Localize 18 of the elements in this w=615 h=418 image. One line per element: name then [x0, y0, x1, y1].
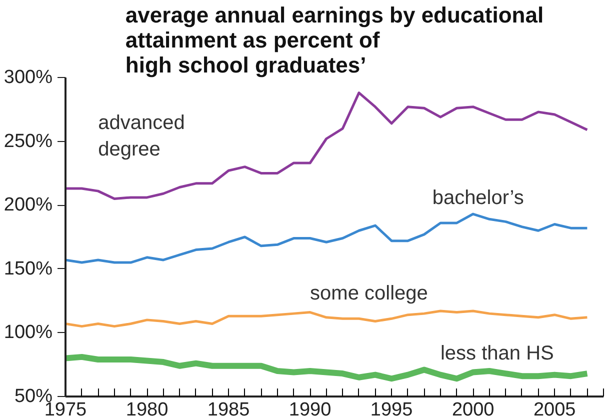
- x-tick-label: 1985: [207, 400, 250, 418]
- x-tick-label: 1990: [288, 400, 332, 418]
- y-tick-label: 300%: [4, 67, 53, 88]
- x-tick-label: 2005: [533, 400, 576, 418]
- x-tick-label: 1995: [370, 400, 413, 418]
- y-tick-label: 100%: [4, 322, 53, 344]
- line-series: [66, 212, 588, 264]
- y-tick-label: 250%: [4, 130, 53, 152]
- series-label: less than HS: [440, 342, 554, 365]
- chart-title: average annual earnings by educational attainment as percent of high school graduates’: [125, 2, 544, 78]
- line-series: [66, 310, 588, 328]
- series-label: advanced degree: [98, 112, 185, 160]
- series-label: some college: [310, 282, 428, 305]
- series-label: bachelor’s: [432, 186, 524, 209]
- y-tick-label: 200%: [4, 194, 53, 216]
- x-tick-label: 2000: [452, 400, 494, 418]
- y-tick-label: 150%: [4, 258, 53, 280]
- x-tick-label: 1980: [126, 400, 168, 418]
